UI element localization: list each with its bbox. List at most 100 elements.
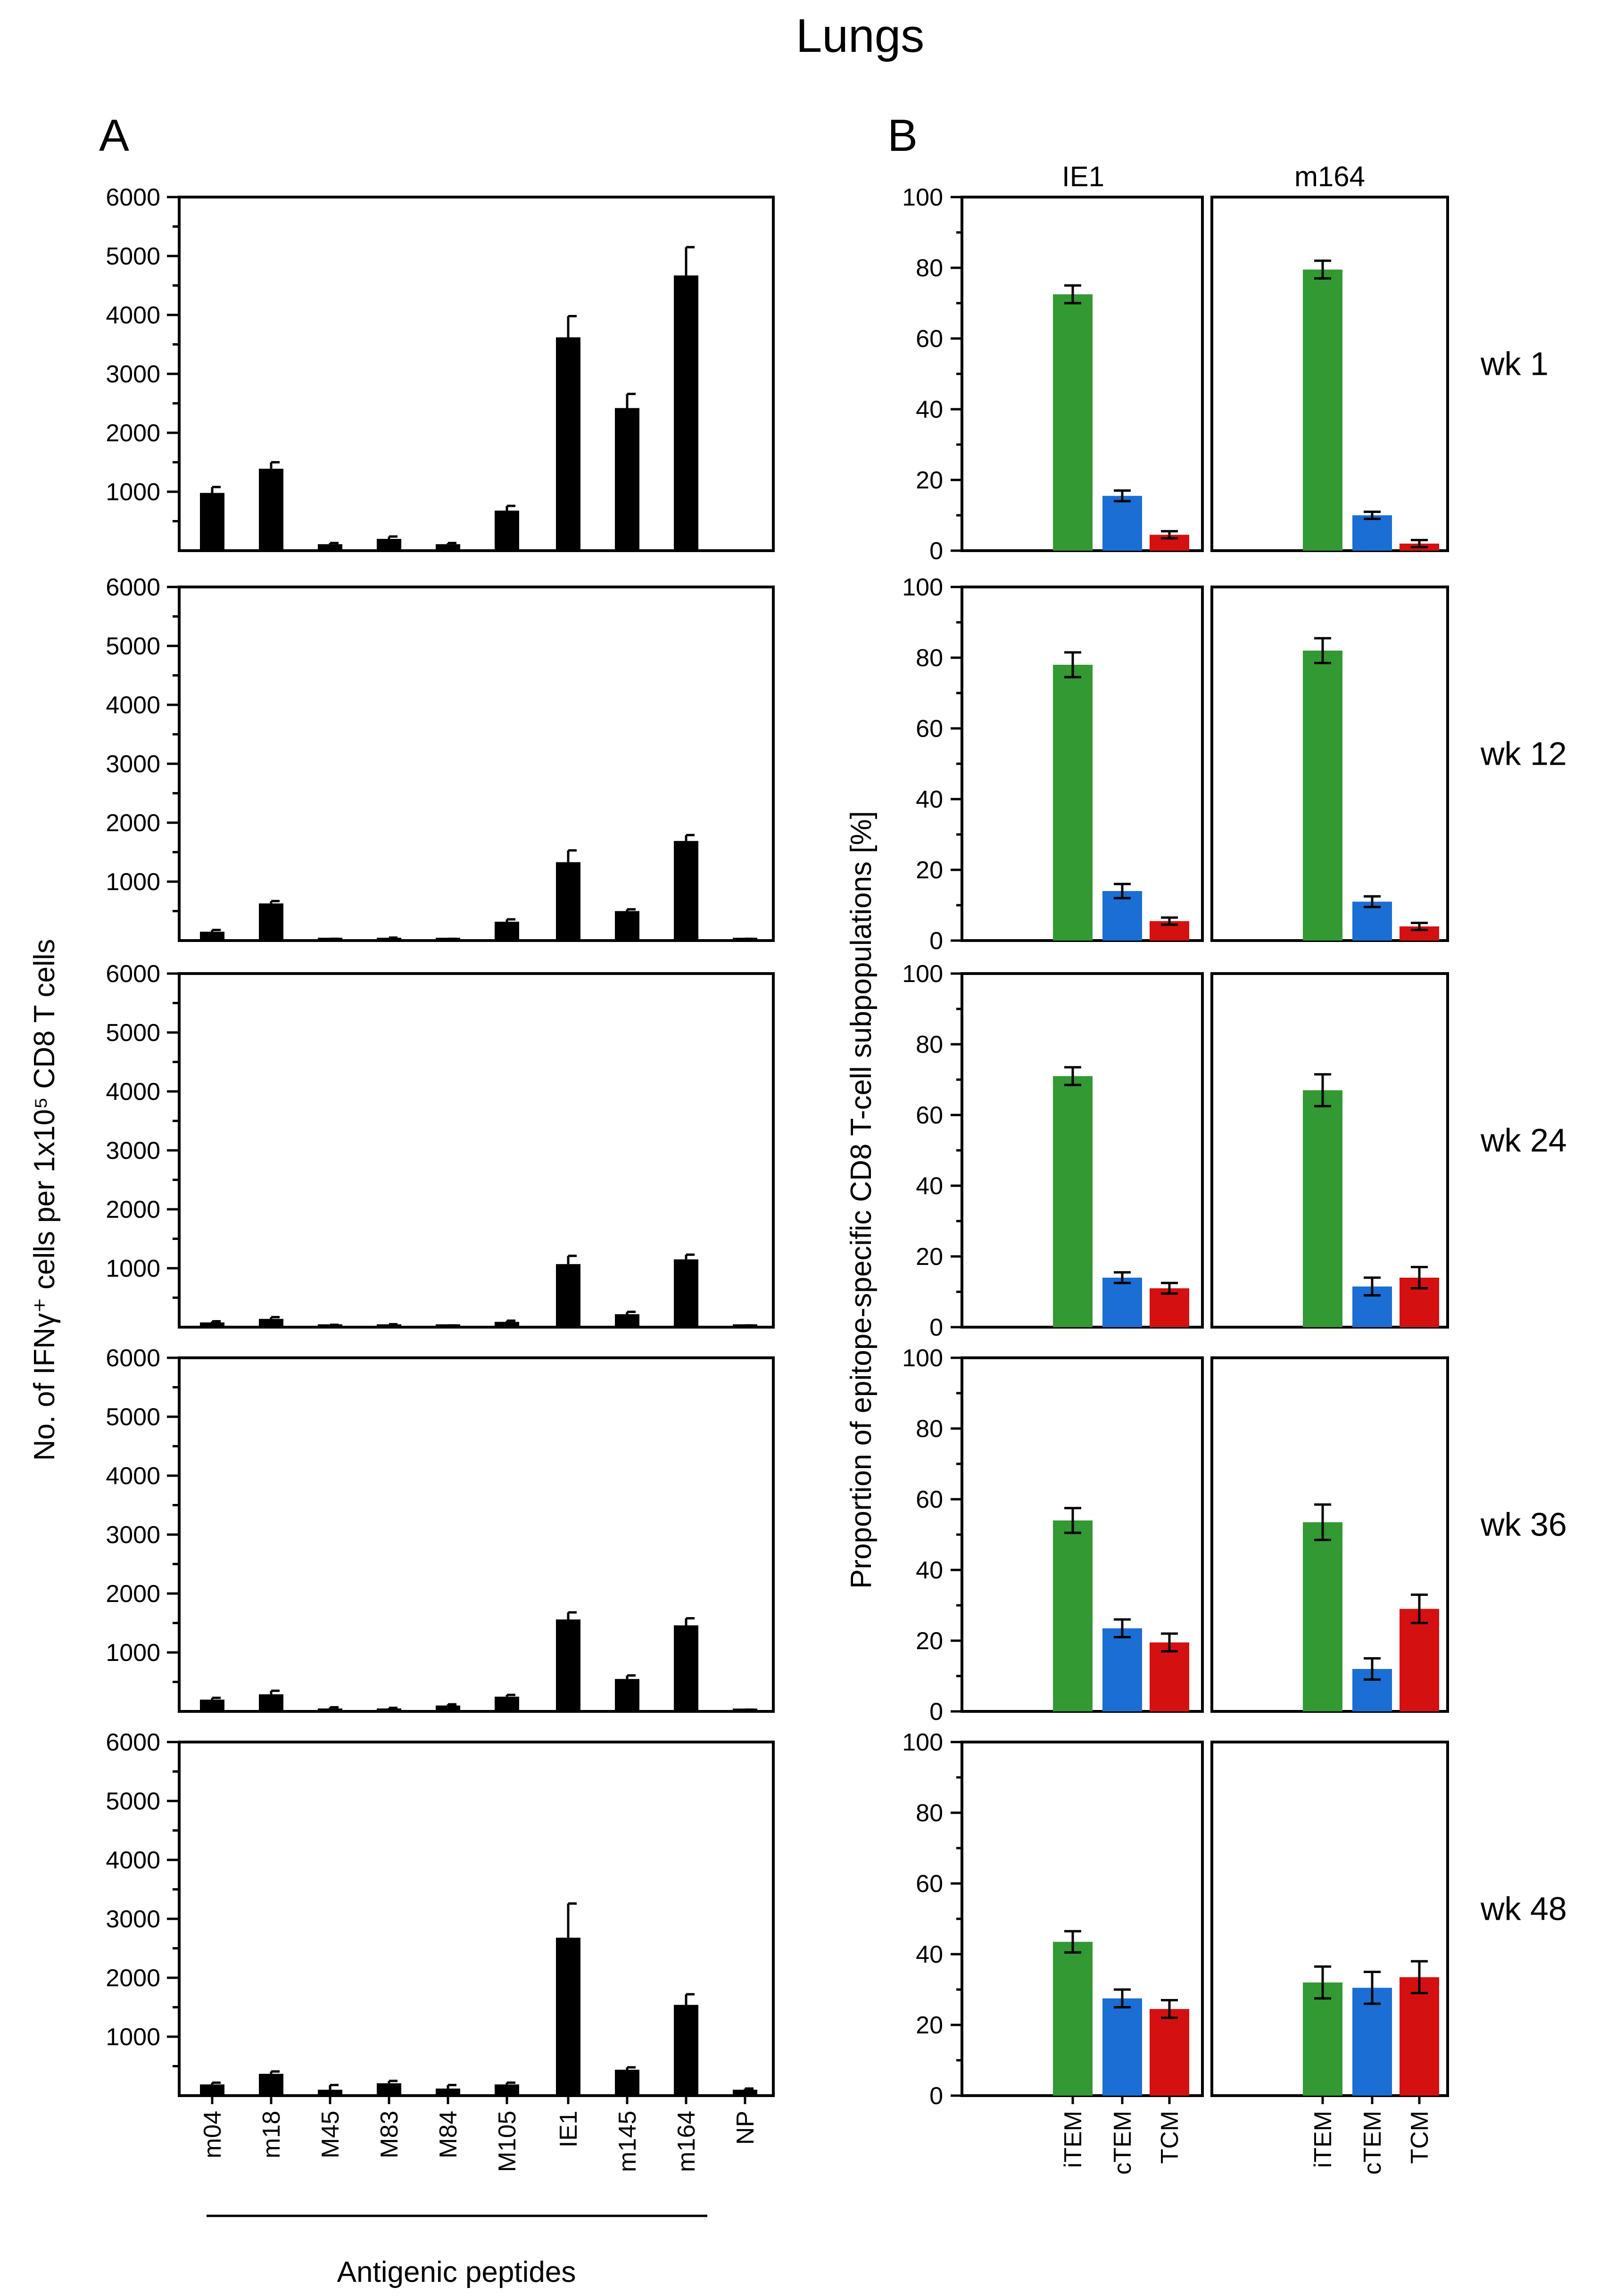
bar-m164 xyxy=(674,1625,698,1711)
bar-m18 xyxy=(259,1694,283,1711)
panel-b-wk-36-IE1: 0 20 40 60 80 100 xyxy=(902,1345,1204,1726)
y-tick-label: 1000 xyxy=(106,2023,160,2051)
y-tick-label: 80 xyxy=(916,1415,943,1443)
y-tick-label: 0 xyxy=(929,1314,943,1341)
x-tick-label: m145 xyxy=(614,2111,641,2172)
y-tick-label: 2000 xyxy=(106,420,160,447)
bar-m164 xyxy=(674,841,698,941)
bar-M84 xyxy=(436,2089,460,2096)
bar-TCM xyxy=(1150,2009,1189,2096)
y-tick-label: 4000 xyxy=(106,1078,160,1106)
panel-b-wk-24-IE1: 0 20 40 60 80 100 xyxy=(902,960,1204,1341)
bar-cTEM xyxy=(1102,496,1142,551)
bar-M45 xyxy=(318,1324,342,1327)
plots: 1000200030004000500060001000200030004000… xyxy=(106,184,1567,2175)
y-tick-label: 80 xyxy=(916,255,943,282)
bar-iTEM xyxy=(1053,665,1093,941)
bar-m18 xyxy=(259,2073,283,2096)
bar-TCM xyxy=(1400,1977,1439,2096)
y-tick-label: 40 xyxy=(916,1173,943,1200)
week-label: wk 24 xyxy=(1480,1122,1567,1159)
bar-m145 xyxy=(615,1314,639,1327)
col-header-ie1: IE1 xyxy=(1062,161,1104,192)
x-tick-label: m04 xyxy=(199,2111,226,2158)
x-tick-label: M45 xyxy=(317,2111,344,2158)
y-tick-label: 2000 xyxy=(106,1196,160,1223)
x-tick-label: iTEM xyxy=(1309,2111,1337,2168)
y-tick-label: 20 xyxy=(916,2012,943,2039)
bar-M83 xyxy=(377,2083,401,2096)
bar-m145 xyxy=(615,911,639,941)
bar-iTEM xyxy=(1303,269,1342,551)
panel-b-ylabel: Proportion of epitope-specific CD8 T-cel… xyxy=(845,811,878,1589)
y-tick-label: 0 xyxy=(929,1698,943,1726)
bar-m145 xyxy=(615,1679,639,1711)
panel-a-wk-1: 1000 2000 3000 4000 5000 6000 xyxy=(106,184,775,552)
bar-cTEM xyxy=(1352,515,1392,551)
y-tick-label: 2000 xyxy=(106,1965,160,1992)
col-header-m164: m164 xyxy=(1294,161,1365,192)
bar-M83 xyxy=(377,1324,401,1327)
y-tick-label: 5000 xyxy=(106,1788,160,1815)
y-tick-label: 1000 xyxy=(106,1255,160,1282)
y-tick-label: 80 xyxy=(916,1031,943,1058)
bar-M84 xyxy=(436,1705,460,1711)
y-tick-label: 100 xyxy=(902,574,943,601)
bar-m04 xyxy=(200,1700,224,1711)
bar-M83 xyxy=(377,938,401,941)
y-tick-label: 0 xyxy=(929,927,943,955)
x-tick-label: cTEM xyxy=(1109,2111,1136,2175)
bar-m164 xyxy=(674,275,698,551)
y-tick-label: 100 xyxy=(902,960,943,988)
y-tick-label: 80 xyxy=(916,644,943,672)
y-tick-label: 4000 xyxy=(106,692,160,719)
bar-cTEM xyxy=(1102,1278,1142,1327)
x-tick-label: cTEM xyxy=(1359,2111,1386,2175)
bar-M105 xyxy=(495,1696,519,1711)
x-tick-label: TCM xyxy=(1406,2111,1433,2164)
bar-M45 xyxy=(318,1708,342,1711)
y-tick-label: 6000 xyxy=(106,184,160,211)
y-tick-label: 40 xyxy=(916,1557,943,1584)
bar-M105 xyxy=(495,2084,519,2096)
y-tick-label: 4000 xyxy=(106,302,160,329)
y-tick-label: 4000 xyxy=(106,1462,160,1490)
bar-M105 xyxy=(495,922,519,941)
bar-iTEM xyxy=(1303,1090,1342,1327)
y-tick-label: 3000 xyxy=(106,751,160,778)
bar-TCM xyxy=(1150,1642,1189,1711)
x-tick-label: IE1 xyxy=(555,2111,582,2147)
y-tick-label: 80 xyxy=(916,1800,943,1827)
bar-iTEM xyxy=(1303,651,1342,941)
y-tick-label: 5000 xyxy=(106,243,160,270)
y-tick-label: 6000 xyxy=(106,574,160,601)
bar-M84 xyxy=(436,544,460,551)
x-tick-label: m164 xyxy=(673,2111,700,2172)
panel-b-wk-24-m164 xyxy=(1210,972,1449,1329)
panel-a-xlabel: Antigenic peptides xyxy=(337,2256,576,2288)
y-tick-label: 40 xyxy=(916,396,943,423)
y-tick-label: 100 xyxy=(902,1345,943,1372)
panel-a-wk-24: 1000 2000 3000 4000 5000 6000 xyxy=(106,960,775,1329)
y-tick-label: 3000 xyxy=(106,361,160,388)
bar-m04 xyxy=(200,493,224,551)
bar-IE1 xyxy=(556,1938,580,2096)
panel-label-b: B xyxy=(887,110,918,161)
bar-iTEM xyxy=(1303,1982,1342,2096)
y-tick-label: 60 xyxy=(916,715,943,743)
bar-M83 xyxy=(377,1708,401,1711)
panel-b-wk-36-m164 xyxy=(1210,1356,1449,1713)
y-tick-label: 100 xyxy=(902,184,943,211)
panel-a-wk-12: 1000 2000 3000 4000 5000 6000 xyxy=(106,574,775,942)
bar-iTEM xyxy=(1303,1522,1342,1711)
y-tick-label: 4000 xyxy=(106,1847,160,1874)
bar-IE1 xyxy=(556,1264,580,1327)
bar-M45 xyxy=(318,938,342,941)
y-tick-label: 2000 xyxy=(106,1580,160,1608)
y-tick-label: 3000 xyxy=(106,1137,160,1165)
bar-m145 xyxy=(615,408,639,551)
y-tick-label: 60 xyxy=(916,1486,943,1513)
y-tick-label: 20 xyxy=(916,1243,943,1271)
panel-a-wk-36: 1000 2000 3000 4000 5000 6000 xyxy=(106,1345,775,1713)
